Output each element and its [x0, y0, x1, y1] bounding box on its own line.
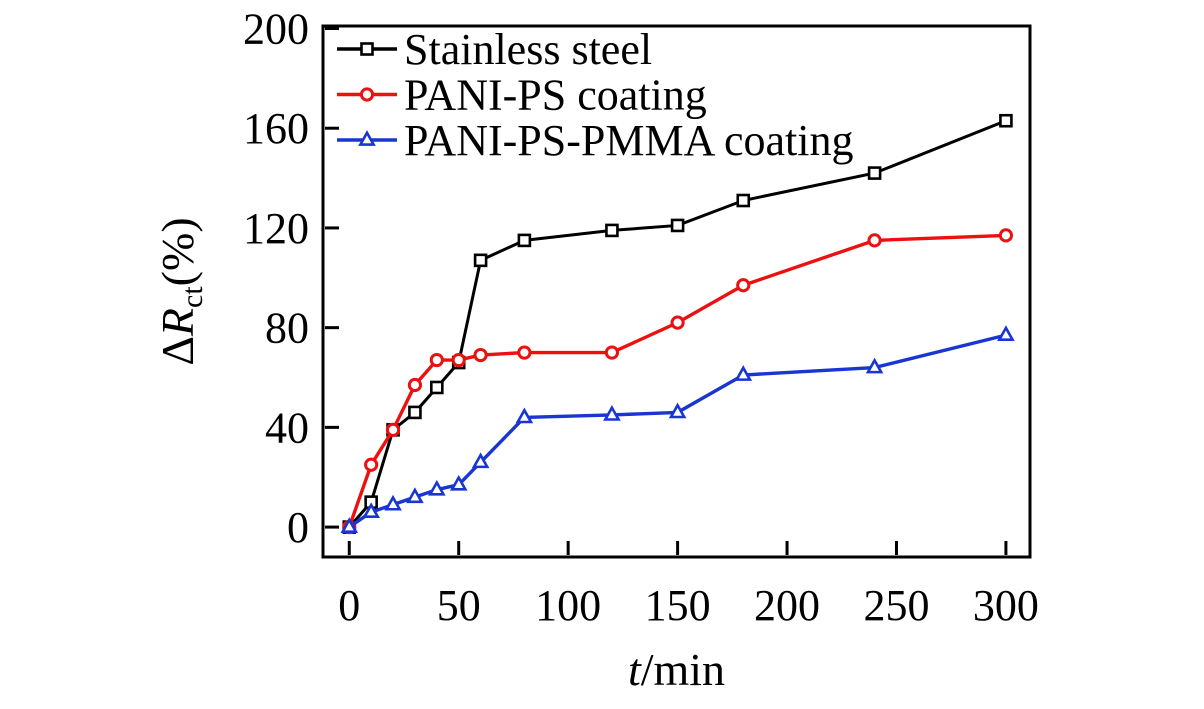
legend-label: PANI-PS coating [404, 71, 707, 120]
x-tick-label: 0 [338, 581, 360, 630]
circle-marker [429, 352, 444, 368]
plot-border [321, 24, 1032, 559]
square-marker [999, 113, 1013, 128]
triangle-marker [734, 365, 753, 381]
x-tick-label: 300 [973, 581, 1039, 630]
triangle-marker [997, 325, 1015, 342]
series-line-pani-ps-pmma-coating [348, 333, 1007, 529]
circle-marker [473, 347, 488, 363]
y-tick-label: 0 [287, 503, 309, 552]
square-marker [430, 380, 444, 395]
square-marker [670, 218, 685, 233]
circle-marker [670, 315, 685, 330]
circle-marker [604, 345, 620, 360]
x-axis-title: t/min [628, 644, 725, 695]
square-marker [473, 253, 488, 268]
x-tick-label: 250 [863, 581, 929, 630]
legend-item-stainless-steel: Stainless steel [337, 25, 652, 74]
y-axis-title: ΔRct(%) [152, 217, 209, 365]
square-marker [408, 405, 422, 420]
square-marker [605, 223, 619, 238]
triangle-marker [865, 357, 884, 374]
legend-triangle-marker [358, 130, 376, 146]
legend-square-marker [360, 42, 374, 56]
circle-marker [736, 278, 751, 293]
triangle-marker [362, 502, 380, 519]
x-tick-label: 200 [754, 581, 820, 630]
legend-label: PANI-PS-PMMA coating [404, 116, 853, 165]
legend-item-pani-ps-coating: PANI-PS coating [337, 71, 707, 120]
circle-marker [517, 345, 532, 360]
legend-item-pani-ps-pmma-coating: PANI-PS-PMMA coating [337, 116, 853, 165]
y-tick-label: 200 [243, 4, 309, 53]
y-tick-label: 40 [265, 403, 309, 452]
triangle-marker [384, 494, 402, 511]
x-tick-label: 150 [645, 581, 711, 630]
y-tick-label: 160 [243, 104, 309, 153]
triangle-marker [406, 487, 424, 504]
circle-marker [364, 457, 379, 472]
circle-marker [867, 233, 882, 248]
series-line-pani-ps-coating [347, 233, 1006, 528]
circle-marker [998, 228, 1014, 243]
x-tick-label: 50 [437, 581, 481, 630]
square-marker [867, 166, 882, 180]
triangle-marker [449, 474, 468, 491]
x-tick-label: 100 [535, 581, 601, 630]
y-tick-label: 120 [243, 204, 309, 253]
square-marker [736, 193, 751, 208]
triangle-marker [471, 452, 490, 469]
legend-circle-marker [359, 87, 375, 102]
series-pani-ps-pmma-coating [340, 325, 1015, 533]
circle-marker [385, 422, 401, 437]
triangle-marker [515, 407, 534, 424]
y-tick-label: 80 [265, 304, 309, 353]
circle-marker [451, 352, 466, 368]
triangle-marker [668, 402, 687, 419]
triangle-marker [340, 517, 359, 533]
circle-marker [407, 377, 423, 393]
triangle-marker [428, 479, 446, 496]
triangle-marker [603, 405, 621, 421]
legend-label: Stainless steel [404, 25, 652, 74]
square-marker [517, 233, 532, 248]
